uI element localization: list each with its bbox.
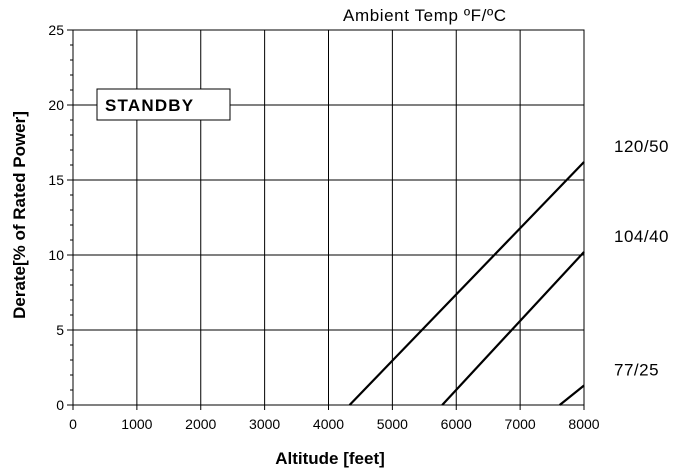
series-label-77-25: 77/25 [614,361,659,380]
standby-label: STANDBY [105,96,194,115]
axis-ticks: 0 1000 2000 3000 4000 5000 6000 7000 8000 0 5 10 15 2… [48,22,599,432]
y-axis-title: Derate[% of Rated Power] [10,111,29,319]
y-tick-label: 20 [48,97,64,113]
y-tick-label: 15 [48,172,64,188]
series-label-104-40: 104/40 [614,227,669,246]
series-labels: 120/50 104/40 77/25 [614,137,669,380]
x-tick-label: 0 [69,416,77,432]
series-line-104-40 [441,251,585,406]
y-tick-label: 10 [48,247,64,263]
series-lines [348,161,585,406]
series-label-120-50: 120/50 [614,137,669,156]
y-tick-label: 25 [48,22,64,38]
x-tick-label: 1000 [121,416,152,432]
standby-annotation: STANDBY [96,88,231,121]
y-tick-label: 0 [56,397,64,413]
x-tick-label: 8000 [568,416,599,432]
standby-box [96,88,231,121]
grid [73,30,584,405]
x-tick-label: 3000 [249,416,280,432]
x-tick-label: 2000 [185,416,216,432]
x-tick-label: 7000 [505,416,536,432]
x-axis-title: Altitude [feet] [275,449,385,468]
series-line-120-50 [348,161,585,406]
x-tick-label: 5000 [377,416,408,432]
x-tick-label: 4000 [313,416,344,432]
legend-title: Ambient Temp ºF/ºC [343,6,507,25]
series-line-77-25 [559,384,585,406]
y-tick-label: 5 [56,322,64,338]
x-tick-label: 6000 [441,416,472,432]
